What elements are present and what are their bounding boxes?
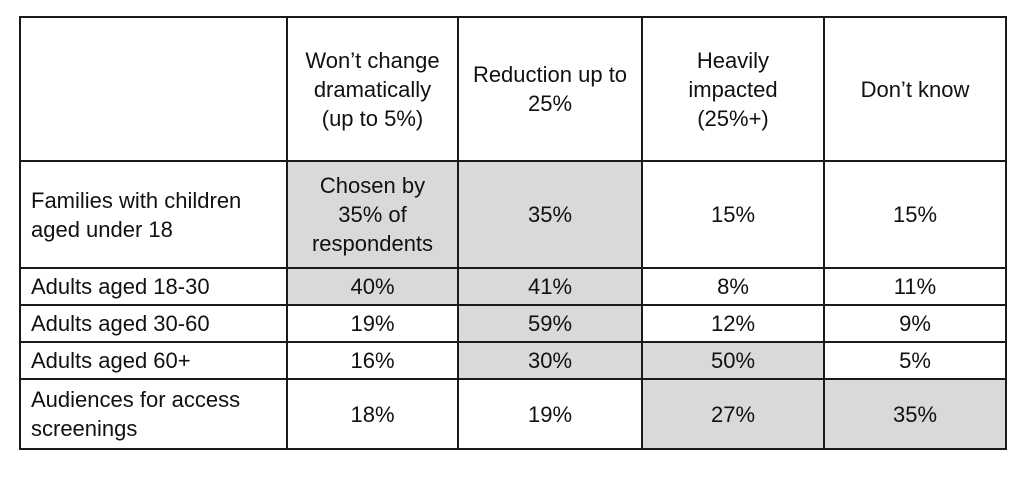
table-cell: 12% xyxy=(641,304,825,343)
table-cell: 8% xyxy=(641,267,825,306)
table-cell: 50% xyxy=(641,341,825,380)
table-cell: 35% xyxy=(823,378,1007,450)
table-cell: 19% xyxy=(457,378,643,450)
table-cell: 19% xyxy=(286,304,459,343)
table-cell: 11% xyxy=(823,267,1007,306)
table-cell: Chosen by 35% of respondents xyxy=(286,160,459,269)
table-cell: 40% xyxy=(286,267,459,306)
table-cell: 30% xyxy=(457,341,643,380)
header-corner-cell xyxy=(19,16,288,162)
table-row: Audiences for access screenings 18% 19% … xyxy=(19,378,1007,450)
table-cell: 59% xyxy=(457,304,643,343)
row-label: Adults aged 30-60 xyxy=(19,304,288,343)
header-heavily-impacted: Heavily impacted (25%+) xyxy=(641,16,825,162)
row-label: Adults aged 18-30 xyxy=(19,267,288,306)
table-cell: 15% xyxy=(823,160,1007,269)
table-row: Adults aged 30-60 19% 59% 12% 9% xyxy=(19,304,1007,343)
table-row: Adults aged 18-30 40% 41% 8% 11% xyxy=(19,267,1007,306)
table-cell: 5% xyxy=(823,341,1007,380)
table-cell: 18% xyxy=(286,378,459,450)
row-label: Adults aged 60+ xyxy=(19,341,288,380)
table-row: Families with children aged under 18 Cho… xyxy=(19,160,1007,269)
table-cell: 9% xyxy=(823,304,1007,343)
header-row: Won’t change dramatically (up to 5%) Red… xyxy=(19,16,1007,162)
survey-results-table: Won’t change dramatically (up to 5%) Red… xyxy=(19,16,1007,450)
table-cell: 41% xyxy=(457,267,643,306)
table-row: Adults aged 60+ 16% 30% 50% 5% xyxy=(19,341,1007,380)
row-label: Families with children aged under 18 xyxy=(19,160,288,269)
table-cell: 16% xyxy=(286,341,459,380)
header-wont-change: Won’t change dramatically (up to 5%) xyxy=(286,16,459,162)
table-cell: 35% xyxy=(457,160,643,269)
table-cell: 15% xyxy=(641,160,825,269)
header-dont-know: Don’t know xyxy=(823,16,1007,162)
table-cell: 27% xyxy=(641,378,825,450)
header-reduction-up-to-25: Reduction up to 25% xyxy=(457,16,643,162)
row-label: Audiences for access screenings xyxy=(19,378,288,450)
